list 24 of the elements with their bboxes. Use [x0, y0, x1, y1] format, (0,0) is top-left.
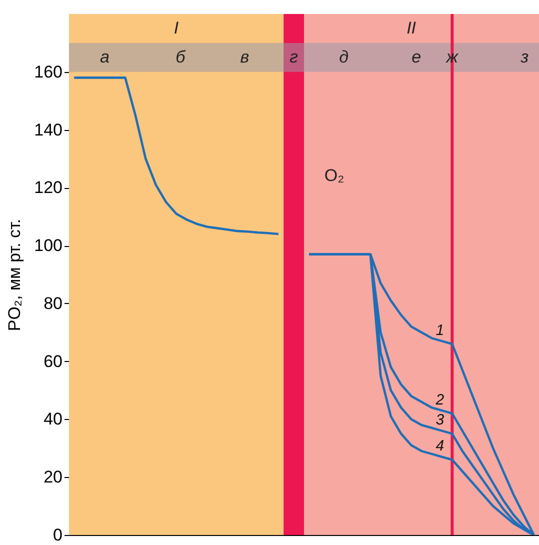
y-axis-title: PO₂, мм рт. ст. — [5, 218, 24, 332]
annotation: I — [174, 18, 179, 38]
series-label: 1 — [436, 322, 444, 339]
y-tick-label: 100 — [34, 236, 62, 256]
y-tick-label: 40 — [44, 410, 62, 429]
y-tick-label: 20 — [44, 468, 62, 487]
annotation: б — [176, 47, 187, 66]
y-tick-label: 120 — [34, 178, 62, 198]
y-tick-label: 80 — [44, 294, 62, 313]
series-label: 2 — [434, 391, 445, 408]
annotation: в — [240, 47, 250, 66]
y-tick-label: 140 — [34, 120, 62, 140]
y-tick-label: 160 — [34, 62, 62, 82]
series-label: 3 — [436, 412, 445, 429]
y-tick-label: 0 — [53, 526, 62, 544]
annotation: д — [339, 47, 349, 66]
annotation: е — [412, 47, 422, 66]
annotation: а — [100, 47, 110, 66]
y-tick-label: 60 — [44, 352, 62, 371]
annotation: O₂ — [324, 166, 344, 186]
annotation: II — [406, 18, 416, 38]
series-label: 4 — [436, 438, 444, 455]
annotation: г — [290, 47, 298, 66]
annotation: з — [520, 47, 529, 66]
